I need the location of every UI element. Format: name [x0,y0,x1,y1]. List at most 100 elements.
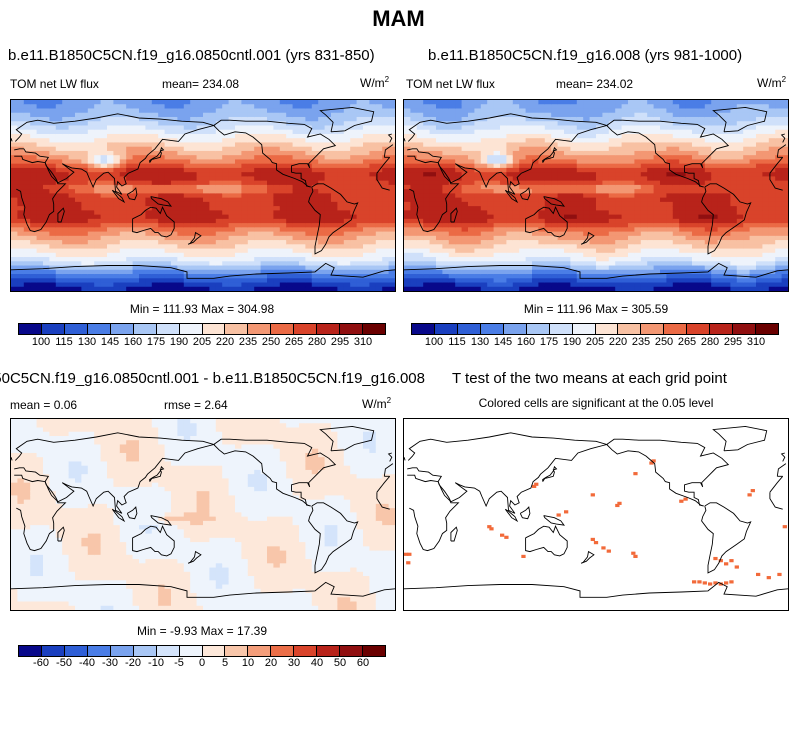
field-cell [461,261,469,267]
field-cell [30,116,38,122]
field-cell [292,100,300,105]
field-cell [305,155,313,161]
field-cell [164,278,172,284]
field-cell [653,214,661,220]
field-cell [23,193,31,199]
field-cell [196,214,204,220]
field-cell [429,150,437,156]
field-cell [49,210,57,216]
panel1-colorbar-cell [110,324,134,334]
field-cell [429,261,437,267]
field-cell [660,218,667,224]
field-cell [81,278,89,284]
field-cell [538,227,546,233]
field-cell [375,104,383,110]
field-cell [564,227,571,233]
field-cell [183,214,191,220]
field-cell [305,189,313,194]
field-cell [75,210,82,216]
field-cell [448,210,456,216]
field-cell [119,155,127,161]
field-cell [685,269,693,275]
field-cell [337,214,345,220]
field-cell [538,231,546,237]
field-cell [215,261,223,267]
field-cell [215,231,223,237]
field-cell [653,282,661,288]
field-cell [164,125,172,131]
field-cell [331,100,338,105]
field-cell [487,112,495,118]
field-cell [23,138,31,144]
field-cell [55,167,63,173]
field-cell [640,180,648,186]
field-cell [375,286,383,291]
field-cell [190,201,198,207]
field-cell [75,116,82,122]
field-cell [331,240,338,245]
field-cell [87,138,95,144]
field-cell [241,125,249,131]
field-cell [410,167,418,173]
field-cell [608,193,616,199]
field-cell [448,172,456,177]
field-cell [448,133,456,139]
field-cell [698,257,706,262]
field-cell [416,138,424,144]
field-cell [442,167,450,173]
field-cell [196,244,204,250]
field-cell [356,201,364,207]
field-cell [506,235,514,241]
field-cell [570,201,578,207]
field-cell [36,286,44,291]
field-cell [305,210,313,216]
field-cell [350,252,358,258]
field-cell [532,172,539,177]
field-cell [215,197,223,203]
field-cell [416,210,424,216]
field-cell [209,104,217,110]
field-cell [660,274,667,279]
field-cell [363,104,370,110]
field-cell [436,189,443,194]
field-cell [532,125,539,131]
field-cell [286,104,294,110]
field-cell [139,197,146,203]
field-cell [583,121,591,127]
field-cell [423,269,431,275]
field-cell [704,125,712,131]
field-cell [493,252,501,258]
field-cell [570,172,578,177]
field-cell [717,189,725,194]
field-cell [363,248,370,254]
field-cell [305,206,313,211]
field-cell [292,257,300,262]
field-cell [228,125,236,131]
field-cell [634,112,642,118]
field-cell [286,257,294,262]
field-cell [107,244,114,250]
field-cell [183,231,191,237]
field-cell [653,257,661,262]
field-cell [87,172,95,177]
field-cell [519,214,527,220]
field-cell [500,274,507,279]
field-cell [525,265,533,271]
field-cell [177,129,185,135]
field-cell [151,104,159,110]
field-cell [292,223,300,228]
field-cell [49,133,57,139]
field-cell [267,274,274,279]
field-cell [94,189,102,194]
field-cell [273,133,281,139]
field-cell [318,189,326,194]
field-cell [423,274,431,279]
field-cell [519,121,527,127]
field-cell [126,180,134,186]
field-cell [538,142,546,148]
field-cell [132,235,140,241]
field-cell [235,286,242,291]
field-cell [81,240,89,245]
field-cell [113,112,121,118]
field-cell [17,261,25,267]
